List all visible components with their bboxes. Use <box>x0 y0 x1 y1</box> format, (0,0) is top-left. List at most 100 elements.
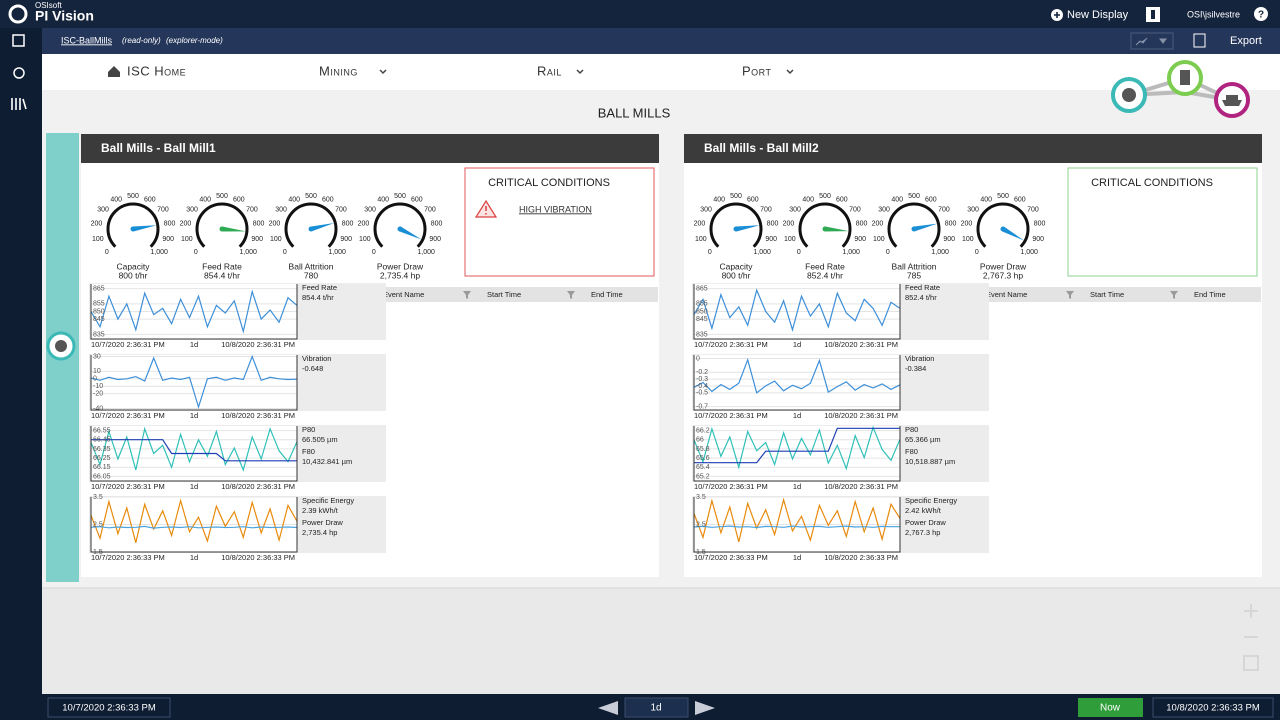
trend-start: 10/7/2020 2:36:31 PM <box>694 340 768 349</box>
help[interactable]: ? <box>1258 10 1264 21</box>
gauge-needle <box>824 226 849 232</box>
legend-name[interactable]: Power Draw <box>302 518 343 527</box>
nav-item[interactable]: Mining <box>319 63 358 78</box>
new-display[interactable]: New Display <box>1067 9 1129 21</box>
events-column[interactable]: End Time <box>1194 290 1226 299</box>
user[interactable]: OSI\jsilvestre <box>1187 9 1240 19</box>
gauge-hub <box>219 226 225 232</box>
legend-name[interactable]: P80 <box>302 425 315 434</box>
nav-item[interactable]: Rail <box>537 63 562 78</box>
gauge-tick-label: 800 <box>945 221 957 228</box>
legend-name[interactable]: Specific Energy <box>905 496 957 505</box>
gauge-dial <box>106 202 160 248</box>
trend-end: 10/8/2020 2:36:31 PM <box>221 411 295 420</box>
critical-box <box>1067 167 1258 277</box>
critical-item[interactable]: HIGH VIBRATION <box>519 204 592 214</box>
events-column[interactable]: End Time <box>591 290 623 299</box>
gauge-tick-label: 600 <box>144 196 156 203</box>
legend-name[interactable]: Feed Rate <box>905 283 940 292</box>
start-time-box[interactable] <box>47 697 171 718</box>
y-tick-label: 865 <box>696 285 708 292</box>
gauge-label: Ball Attrition <box>289 261 334 271</box>
y-tick-label: 65.6 <box>696 455 710 462</box>
gauge-dial <box>284 202 338 248</box>
gauge-tick-label: 700 <box>760 206 772 213</box>
legend-name[interactable]: P80 <box>905 425 918 434</box>
trend-line <box>90 426 298 472</box>
filter-icon[interactable] <box>567 291 575 299</box>
sidebar-events[interactable] <box>13 67 25 79</box>
filter-icon[interactable] <box>1066 291 1074 299</box>
gauge-hub <box>733 226 739 232</box>
app-title: PI Vision <box>35 8 94 24</box>
y-tick-label: -10 <box>93 383 103 390</box>
trend-start: 10/7/2020 2:36:31 PM <box>694 482 768 491</box>
gauge-tick-label: 600 <box>233 196 245 203</box>
y-tick-label: 0 <box>696 355 700 362</box>
gauge-dial <box>373 202 427 248</box>
end-time-box[interactable] <box>1152 697 1274 718</box>
gauge-tick-label: 200 <box>872 221 884 228</box>
gauge-tick-label: 500 <box>394 193 406 200</box>
columns-icon[interactable] <box>1193 33 1206 48</box>
y-tick-label: 855 <box>696 301 708 308</box>
events-column[interactable]: Start Time <box>1090 290 1124 299</box>
legend-name[interactable]: Power Draw <box>905 518 946 527</box>
trend-axis <box>693 284 901 340</box>
trend-line <box>693 357 901 394</box>
sidebar-displays[interactable] <box>12 34 25 47</box>
y-tick-label: 66.55 <box>93 427 111 434</box>
trend-toggle[interactable] <box>1130 32 1174 50</box>
legend-value: 854.4 t/hr <box>302 293 334 302</box>
y-tick-label: 3.5 <box>696 494 706 501</box>
sidebar-library[interactable] <box>11 98 27 110</box>
gauge-hub <box>130 226 136 232</box>
legend-name[interactable]: Feed Rate <box>302 283 337 292</box>
filter-icon[interactable] <box>1170 291 1178 299</box>
trend-line <box>693 288 901 332</box>
gauge-value: 800 t/hr <box>722 270 751 280</box>
now[interactable]: Now <box>1100 703 1121 714</box>
display-name[interactable]: ISC-BallMills <box>61 35 113 45</box>
gauge-hub <box>822 226 828 232</box>
nav-item[interactable]: Port <box>742 63 772 78</box>
filter-icon[interactable] <box>463 291 471 299</box>
export[interactable]: Export <box>1230 35 1262 47</box>
nav-item[interactable]: ISC Home <box>127 63 186 78</box>
legend-name[interactable]: Vibration <box>905 354 934 363</box>
duration-box[interactable] <box>624 697 689 718</box>
critical-title: CRITICAL CONDITIONS <box>488 177 610 189</box>
forward-arrow[interactable] <box>695 701 715 715</box>
legend-name[interactable]: Specific Energy <box>302 496 354 505</box>
gauge-tick-label: 800 <box>856 221 868 228</box>
trend-plot <box>694 426 900 481</box>
top-bar <box>0 0 1280 28</box>
gauge-tick-label: 900 <box>429 236 441 243</box>
gauge-tick-label: 0 <box>975 249 979 256</box>
trend-start: 10/7/2020 2:36:31 PM <box>91 482 165 491</box>
legend-value: 10,432.841 µm <box>302 457 352 466</box>
end-time[interactable]: 10/8/2020 2:36:33 PM <box>1166 703 1260 714</box>
gauge-tick-label: 300 <box>700 206 712 213</box>
legend-name[interactable]: F80 <box>302 447 315 456</box>
help-icon[interactable] <box>1254 7 1268 21</box>
events-column[interactable]: Start Time <box>487 290 521 299</box>
gauge-tick-label: 700 <box>157 206 169 213</box>
duration[interactable]: 1d <box>650 703 661 714</box>
events-column[interactable]: Event Name <box>383 290 424 299</box>
gauge-tick-label: 200 <box>269 221 281 228</box>
gauge-dial <box>195 202 249 248</box>
legend-name[interactable]: F80 <box>905 447 918 456</box>
legend-value: 66.505 µm <box>302 435 338 444</box>
gauge-tick-label: 0 <box>886 249 890 256</box>
legend-name[interactable]: Vibration <box>302 354 331 363</box>
gauge-tick-label: 0 <box>708 249 712 256</box>
events-column[interactable]: Event Name <box>986 290 1027 299</box>
now-button[interactable] <box>1078 698 1143 717</box>
legend-value: -0.648 <box>302 364 323 373</box>
gauge-tick-label: 300 <box>789 206 801 213</box>
back-arrow[interactable] <box>598 701 618 715</box>
start-time[interactable]: 10/7/2020 2:36:33 PM <box>62 703 156 714</box>
trend-glyph <box>1135 37 1167 46</box>
asset-glyph <box>55 340 67 352</box>
